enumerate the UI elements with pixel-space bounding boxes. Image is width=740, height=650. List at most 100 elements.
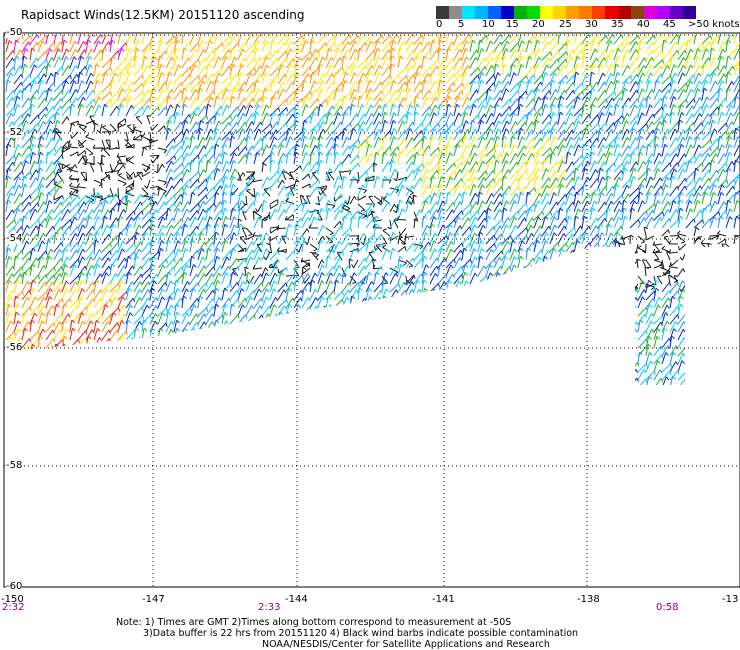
- wind-barb: [661, 112, 668, 125]
- wind-barb: [317, 128, 324, 141]
- wind-barb-flag: [226, 96, 230, 101]
- wind-barb-flag: [281, 64, 285, 68]
- wind-barb-flag: [140, 66, 144, 71]
- wind-barb-flag: [506, 120, 510, 125]
- wind-barb: [405, 50, 414, 61]
- wind-barb: [37, 35, 47, 45]
- wind-barb: [349, 104, 353, 117]
- wind-barb: [509, 35, 518, 45]
- wind-barb: [341, 80, 346, 93]
- wind-barb-flag: [564, 89, 567, 94]
- wind-barb: [573, 49, 581, 61]
- wind-barb: [117, 122, 120, 133]
- wind-barb: [221, 66, 230, 77]
- wind-barb-flag: [61, 90, 64, 95]
- wind-barb-flag: [544, 72, 549, 76]
- wind-barb-flag: [637, 35, 640, 40]
- wind-barb: [653, 97, 662, 109]
- wind-barb: [589, 122, 599, 133]
- wind-barb: [333, 72, 337, 85]
- wind-barb: [173, 112, 178, 125]
- wind-barb-flag: [313, 25, 316, 28]
- wind-barb: [453, 73, 461, 85]
- wind-barb-flag: [305, 40, 309, 44]
- wind-barb-flag: [304, 24, 307, 27]
- wind-barb-flag: [629, 35, 632, 39]
- wind-barb-flag: [378, 120, 382, 125]
- wind-barb-flag: [572, 105, 575, 110]
- wind-barb-flag: [290, 35, 294, 37]
- wind-barb: [365, 96, 370, 109]
- wind-barb-flag: [27, 97, 31, 102]
- wind-barb-flag: [723, 41, 727, 46]
- wind-barb-flag: [329, 96, 334, 101]
- wind-barb: [173, 56, 178, 69]
- wind-barb: [437, 40, 441, 53]
- wind-barb-flag: [387, 49, 391, 54]
- wind-barb-flag: [149, 75, 152, 80]
- wind-barb-flag: [91, 105, 95, 110]
- wind-barb-flag: [472, 80, 477, 84]
- wind-barb: [85, 56, 90, 69]
- wind-barb-flag: [684, 41, 687, 47]
- wind-barb: [117, 35, 122, 45]
- wind-barb: [429, 35, 439, 45]
- wind-barb-flag: [709, 35, 712, 40]
- wind-barb: [117, 66, 127, 77]
- wind-barb: [5, 106, 15, 117]
- wind-barb: [221, 82, 231, 93]
- wind-barb: [653, 80, 658, 93]
- wind-barb-flag: [259, 65, 263, 70]
- wind-barb: [629, 49, 637, 61]
- wind-barb-flag: [424, 80, 429, 84]
- wind-barb-flag: [660, 26, 662, 30]
- wind-barb: [453, 96, 459, 109]
- wind-barb-flag: [652, 41, 655, 46]
- wind-barb-flag: [52, 128, 56, 133]
- wind-barb-flag: [56, 120, 61, 124]
- wind-barb: [77, 139, 85, 148]
- wind-barb: [45, 64, 49, 77]
- wind-barb: [565, 105, 573, 117]
- wind-barb: [85, 89, 94, 101]
- wind-barb: [653, 65, 662, 77]
- wind-barb-flag: [534, 107, 536, 112]
- wind-barb: [309, 49, 317, 61]
- wind-barb: [245, 49, 254, 61]
- wind-barb: [669, 41, 677, 53]
- wind-barb: [573, 56, 578, 69]
- wind-barb: [317, 64, 321, 77]
- wind-barb-flag: [723, 73, 727, 78]
- wind-barb-flag: [491, 113, 495, 117]
- wind-barb: [325, 35, 335, 45]
- wind-barb-flag: [84, 66, 88, 71]
- wind-barb: [133, 134, 142, 141]
- wind-barb: [709, 66, 718, 77]
- wind-barb: [709, 48, 712, 61]
- wind-barb-flag: [697, 56, 701, 60]
- wind-barb: [133, 66, 142, 77]
- wind-barb: [237, 97, 245, 109]
- wind-barb-flag: [531, 121, 535, 126]
- wind-barb-flag: [175, 47, 180, 52]
- wind-barb-flag: [720, 55, 725, 60]
- wind-barb-flag: [218, 35, 222, 37]
- wind-barb: [613, 64, 617, 77]
- wind-barb-flag: [29, 26, 31, 30]
- wind-barb: [709, 40, 714, 53]
- wind-barb: [253, 65, 261, 77]
- wind-barb: [477, 120, 482, 133]
- wind-barb-flag: [627, 49, 631, 54]
- wind-barb-flag: [697, 88, 701, 92]
- wind-barb: [349, 96, 355, 109]
- wind-barb-flag: [673, 104, 677, 108]
- wind-barb: [365, 72, 370, 85]
- wind-barb-flag: [635, 41, 639, 46]
- wind-barb: [37, 50, 47, 61]
- wind-barb-flag: [491, 65, 495, 70]
- wind-barb-flag: [536, 64, 541, 68]
- wind-barb-flag: [442, 72, 446, 77]
- wind-barb: [653, 106, 663, 117]
- wind-barb: [605, 104, 611, 117]
- wind-barb-flag: [141, 74, 144, 80]
